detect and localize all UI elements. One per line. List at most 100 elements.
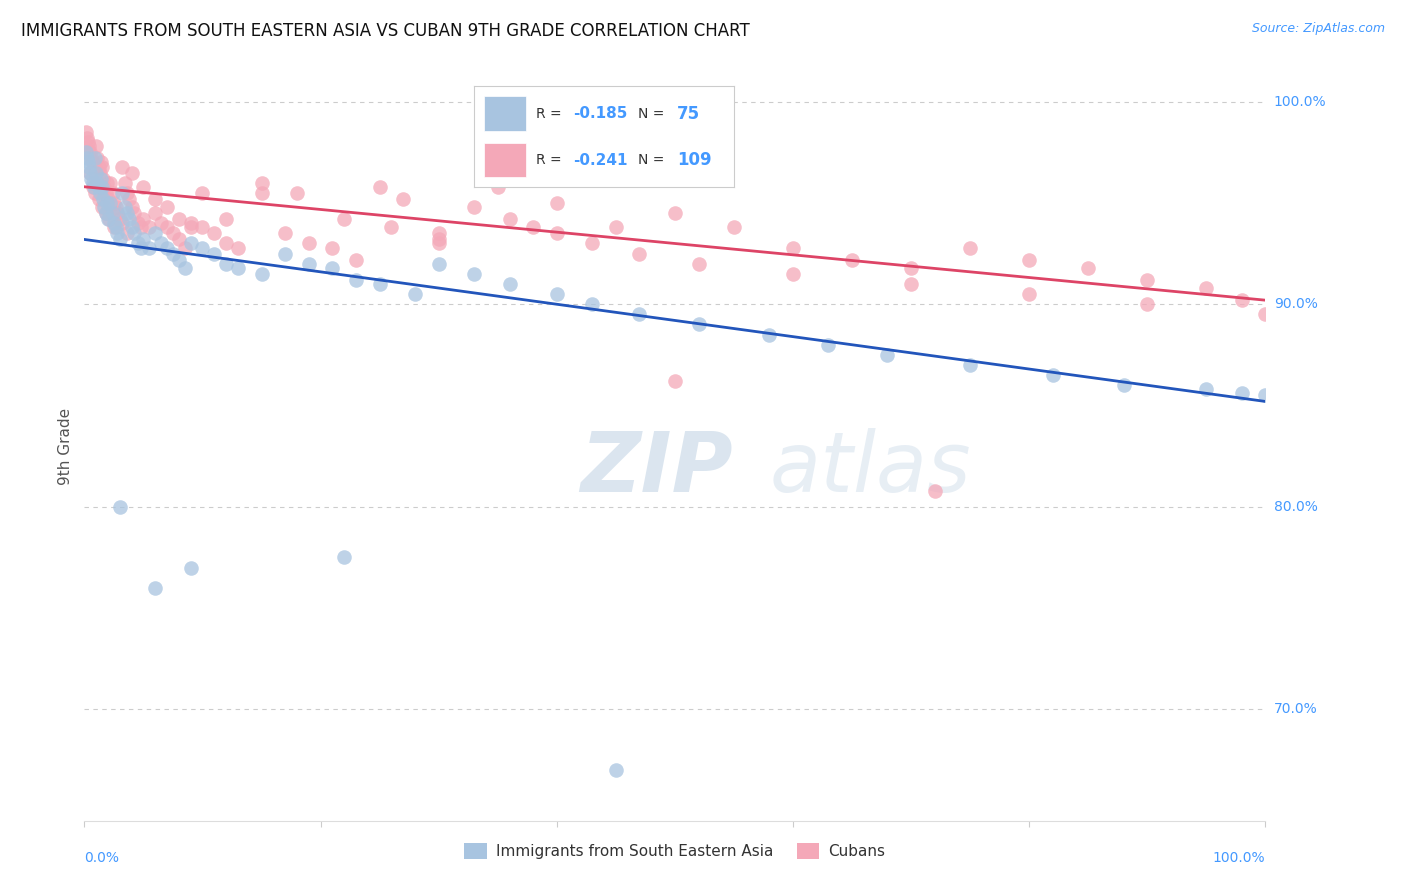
Text: 0.0%: 0.0% — [84, 851, 120, 865]
Point — [1230, 293, 1253, 308]
Point — [94, 206, 117, 220]
Point — [173, 260, 195, 275]
Point — [105, 200, 128, 214]
Point — [115, 227, 138, 241]
Point — [111, 186, 134, 200]
Point — [82, 179, 104, 194]
Legend: Immigrants from South Eastern Asia, Cubans: Immigrants from South Eastern Asia, Cuba… — [458, 838, 891, 865]
Point — [167, 212, 190, 227]
Point — [87, 160, 110, 174]
Point — [1018, 252, 1040, 267]
Point — [84, 166, 107, 180]
Point — [215, 257, 238, 271]
Point — [132, 212, 155, 227]
Text: 100.0%: 100.0% — [1213, 851, 1265, 865]
Point — [167, 252, 190, 267]
Point — [250, 176, 273, 190]
Point — [368, 179, 391, 194]
Point — [115, 186, 138, 200]
Point — [581, 236, 603, 251]
Point — [143, 227, 166, 241]
Point — [900, 277, 922, 291]
Point — [392, 192, 415, 206]
Point — [782, 267, 804, 281]
Point — [486, 179, 509, 194]
Point — [274, 227, 297, 241]
Point — [688, 257, 710, 271]
Point — [150, 216, 173, 230]
Point — [321, 241, 343, 255]
Point — [1077, 260, 1099, 275]
Point — [98, 212, 121, 227]
Point — [1195, 382, 1218, 396]
Point — [156, 200, 179, 214]
Point — [1136, 273, 1159, 287]
Point — [758, 327, 780, 342]
Point — [79, 166, 101, 180]
Point — [127, 216, 149, 230]
Point — [321, 260, 343, 275]
Point — [129, 220, 152, 235]
Point — [76, 131, 98, 145]
Text: Source: ZipAtlas.com: Source: ZipAtlas.com — [1251, 22, 1385, 36]
Point — [77, 160, 100, 174]
Point — [250, 267, 273, 281]
Point — [581, 297, 603, 311]
Text: 90.0%: 90.0% — [1274, 297, 1317, 311]
Point — [1254, 388, 1277, 402]
Point — [97, 192, 120, 206]
Point — [91, 160, 114, 174]
Point — [605, 763, 627, 777]
Text: 80.0%: 80.0% — [1274, 500, 1317, 514]
Point — [782, 241, 804, 255]
Point — [91, 179, 114, 194]
Point — [83, 160, 105, 174]
Point — [180, 236, 202, 251]
Point — [77, 139, 100, 153]
Point — [84, 186, 107, 200]
Point — [226, 260, 249, 275]
Point — [463, 200, 485, 214]
Point — [114, 176, 136, 190]
Point — [841, 252, 863, 267]
Point — [162, 246, 184, 260]
Point — [628, 246, 651, 260]
Point — [91, 192, 114, 206]
Point — [80, 171, 103, 186]
Point — [427, 232, 450, 246]
Point — [664, 374, 686, 388]
Point — [688, 318, 710, 332]
Point — [118, 192, 141, 206]
Point — [132, 232, 155, 246]
Point — [180, 220, 202, 235]
Point — [664, 206, 686, 220]
Point — [96, 196, 118, 211]
Point — [75, 145, 97, 160]
Point — [498, 212, 520, 227]
Point — [546, 287, 568, 301]
Point — [191, 186, 214, 200]
Point — [298, 257, 321, 271]
Point — [202, 227, 225, 241]
Point — [103, 196, 125, 211]
Point — [90, 155, 112, 169]
Point — [723, 220, 745, 235]
Point — [94, 186, 117, 200]
Point — [404, 287, 426, 301]
Point — [82, 176, 104, 190]
Point — [546, 196, 568, 211]
Point — [105, 220, 128, 235]
Point — [427, 227, 450, 241]
Point — [344, 252, 367, 267]
Point — [817, 337, 839, 351]
Point — [111, 216, 134, 230]
Point — [463, 267, 485, 281]
Point — [84, 139, 107, 153]
Point — [368, 277, 391, 291]
Point — [191, 220, 214, 235]
Point — [77, 145, 100, 160]
Point — [77, 135, 100, 149]
Point — [103, 220, 125, 235]
Point — [77, 155, 100, 169]
Point — [924, 483, 946, 498]
